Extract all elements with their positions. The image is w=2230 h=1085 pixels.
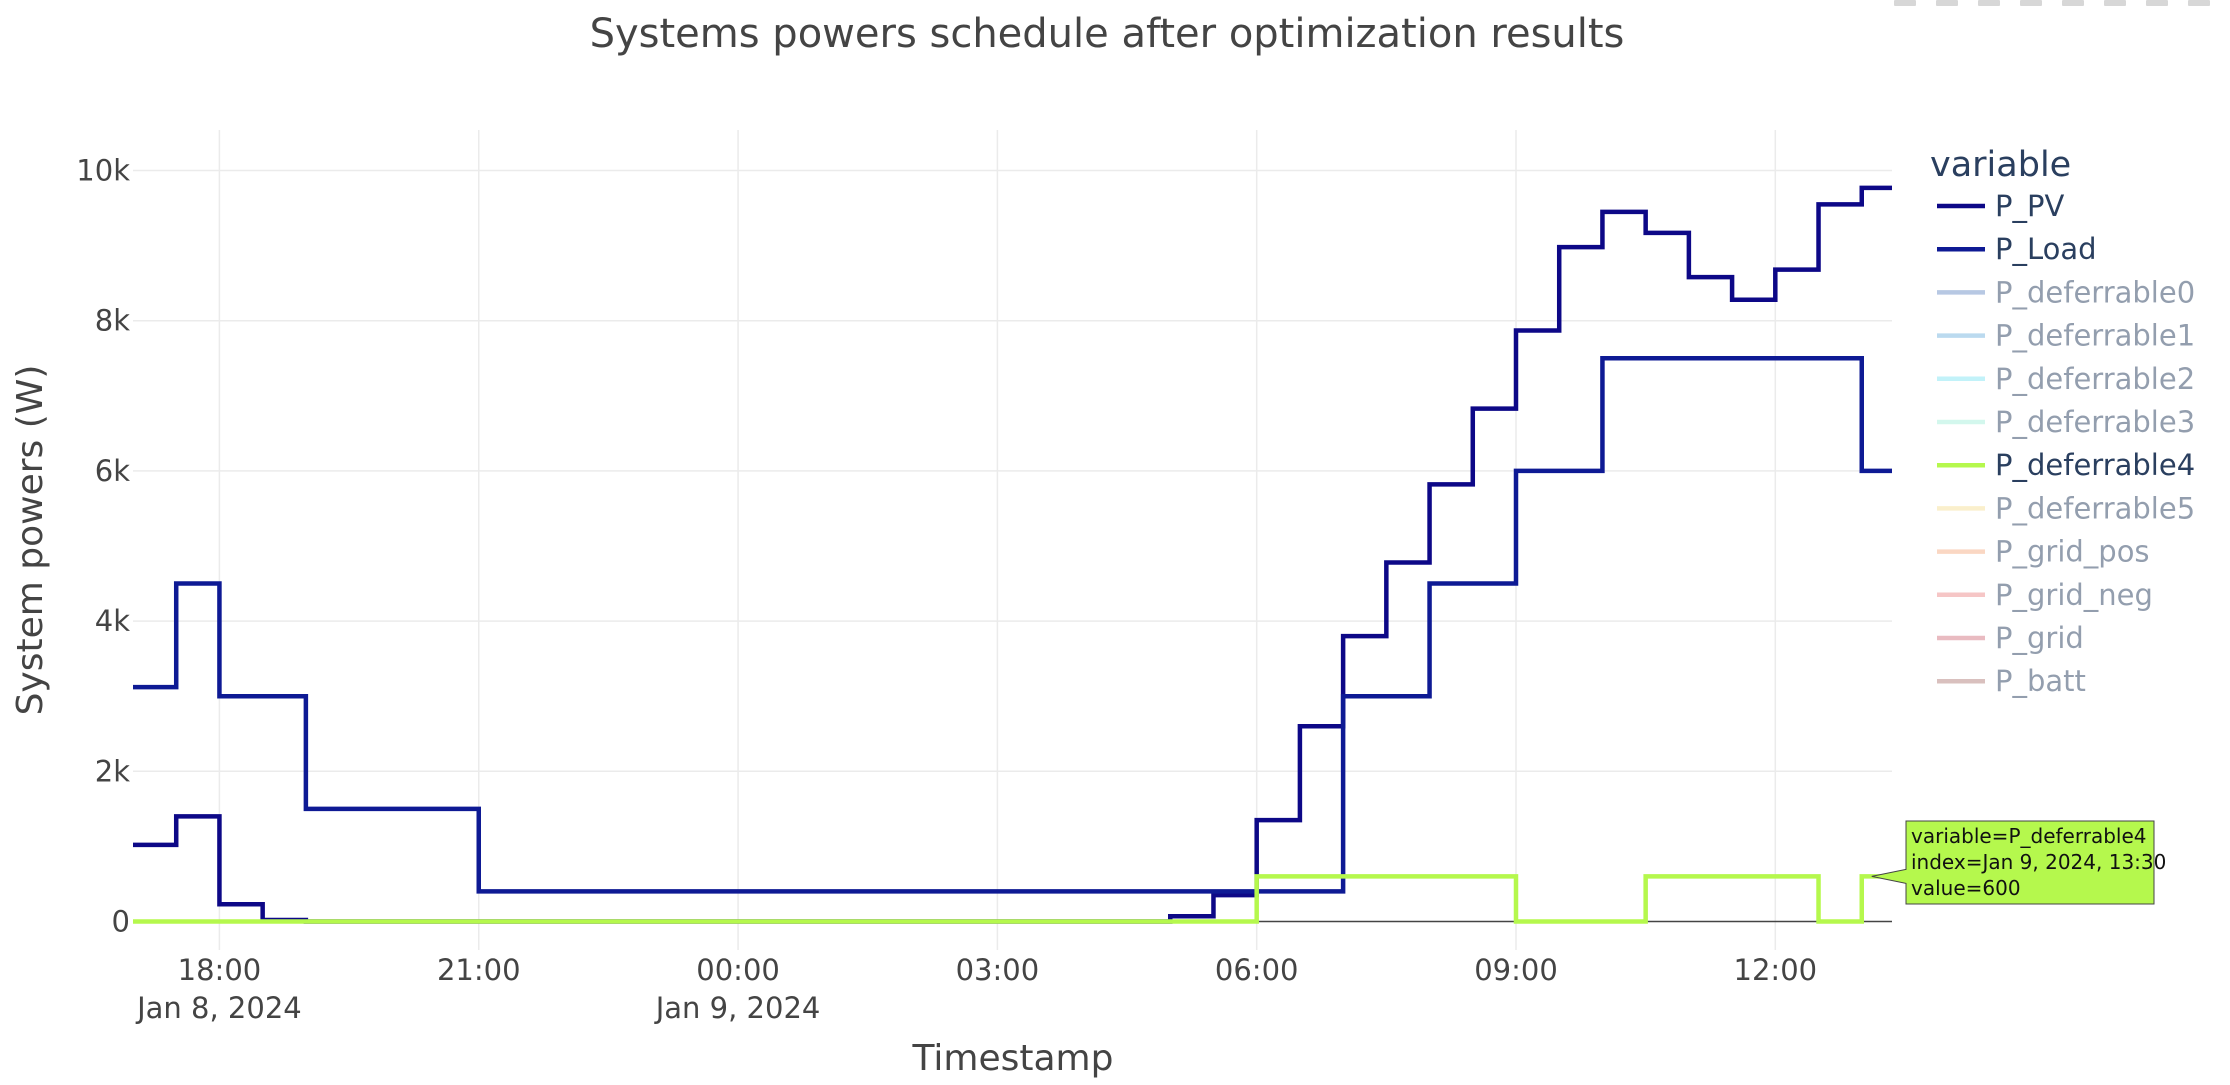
y-axis: 0 2k 4k 6k 8k 10k bbox=[76, 154, 130, 939]
hover-box bbox=[1871, 820, 2155, 905]
legend-label: P_deferrable1 bbox=[1995, 319, 2195, 353]
zoom-out-icon[interactable] bbox=[2062, 0, 2084, 6]
autoscale-icon[interactable] bbox=[2104, 0, 2126, 6]
y-tick-label: 4k bbox=[95, 604, 130, 638]
camera-icon[interactable] bbox=[1894, 0, 1916, 6]
hover-line: value=600 bbox=[1911, 876, 2021, 900]
legend-item-p-grid-pos[interactable]: P_grid_pos bbox=[1937, 535, 2150, 569]
series-line-p-load bbox=[133, 356, 1892, 894]
y-tick-label: 0 bbox=[112, 904, 130, 938]
plot-area[interactable] bbox=[133, 185, 1892, 924]
hover-line: variable=P_deferrable4 bbox=[1911, 824, 2146, 848]
grid-lines bbox=[133, 130, 1892, 950]
legend-item-p-deferrable4[interactable]: P_deferrable4 bbox=[1937, 448, 2195, 482]
plotly-logo-icon[interactable] bbox=[2188, 0, 2210, 6]
y-tick-label: 6k bbox=[95, 454, 130, 488]
x-tick-label: 18:00 bbox=[178, 953, 262, 987]
legend-label: P_grid bbox=[1995, 621, 2084, 655]
legend-item-p-deferrable1[interactable]: P_deferrable1 bbox=[1937, 319, 2195, 353]
legend-item-p-deferrable3[interactable]: P_deferrable3 bbox=[1937, 405, 2195, 439]
legend-label: P_PV bbox=[1995, 189, 2064, 223]
x-axis: 18:00 Jan 8, 2024 21:00 00:00 Jan 9, 2024 03:… bbox=[135, 953, 1817, 1025]
x-axis-title: Timestamp bbox=[912, 1038, 1114, 1079]
legend-label: P_batt bbox=[1995, 664, 2086, 698]
legend-item-p-deferrable5[interactable]: P_deferrable5 bbox=[1937, 491, 2195, 525]
legend-item-p-deferrable0[interactable]: P_deferrable0 bbox=[1937, 275, 2195, 309]
x-tick-label: 21:00 bbox=[437, 953, 521, 987]
zoom-in-icon[interactable] bbox=[2020, 0, 2042, 6]
series-line-p-pv bbox=[133, 185, 1892, 924]
legend-label: P_grid_pos bbox=[1995, 535, 2150, 569]
y-tick-label: 8k bbox=[95, 304, 130, 338]
x-tick-date: Jan 8, 2024 bbox=[135, 991, 302, 1025]
plot-modebar[interactable] bbox=[1894, 0, 2210, 8]
chart-title: Systems powers schedule after optimizati… bbox=[590, 11, 1625, 57]
legend-item-p-load[interactable]: P_Load bbox=[1937, 232, 2097, 266]
hover-line: index=Jan 9, 2024, 13:30 bbox=[1911, 850, 2166, 874]
legend-label: P_deferrable2 bbox=[1995, 362, 2195, 396]
legend-label: P_deferrable5 bbox=[1995, 491, 2195, 525]
reset-axes-icon[interactable] bbox=[2146, 0, 2168, 6]
legend-item-p-grid[interactable]: P_grid bbox=[1937, 621, 2084, 655]
x-tick-label: 00:00 bbox=[696, 953, 780, 987]
zoom-icon[interactable] bbox=[1936, 0, 1958, 6]
series-line-p-deferrable4 bbox=[133, 874, 1892, 924]
x-tick-label: 06:00 bbox=[1215, 953, 1299, 987]
legend-item-p-deferrable2[interactable]: P_deferrable2 bbox=[1937, 362, 2195, 396]
y-axis-title: System powers (W) bbox=[10, 365, 51, 716]
pan-icon[interactable] bbox=[1978, 0, 2000, 6]
legend-label: P_Load bbox=[1995, 232, 2097, 266]
legend-label: P_deferrable4 bbox=[1995, 448, 2195, 482]
legend-label: P_deferrable0 bbox=[1995, 275, 2195, 309]
legend-item-p-batt[interactable]: P_batt bbox=[1937, 664, 2086, 698]
legend-item-p-pv[interactable]: P_PV bbox=[1937, 189, 2064, 223]
x-tick-label: 03:00 bbox=[956, 953, 1040, 987]
legend-title: variable bbox=[1930, 145, 2071, 185]
x-tick-label: 12:00 bbox=[1734, 953, 1818, 987]
y-tick-label: 10k bbox=[76, 154, 130, 188]
y-tick-label: 2k bbox=[95, 754, 130, 788]
x-tick-date: Jan 9, 2024 bbox=[654, 991, 821, 1025]
x-tick-label: 09:00 bbox=[1474, 953, 1558, 987]
legend: variable P_PV P_Load P_deferrable0 P_deferr… bbox=[1930, 145, 2195, 698]
legend-label: P_deferrable3 bbox=[1995, 405, 2195, 439]
legend-label: P_grid_neg bbox=[1995, 578, 2153, 612]
legend-item-p-grid-neg[interactable]: P_grid_neg bbox=[1937, 578, 2153, 612]
